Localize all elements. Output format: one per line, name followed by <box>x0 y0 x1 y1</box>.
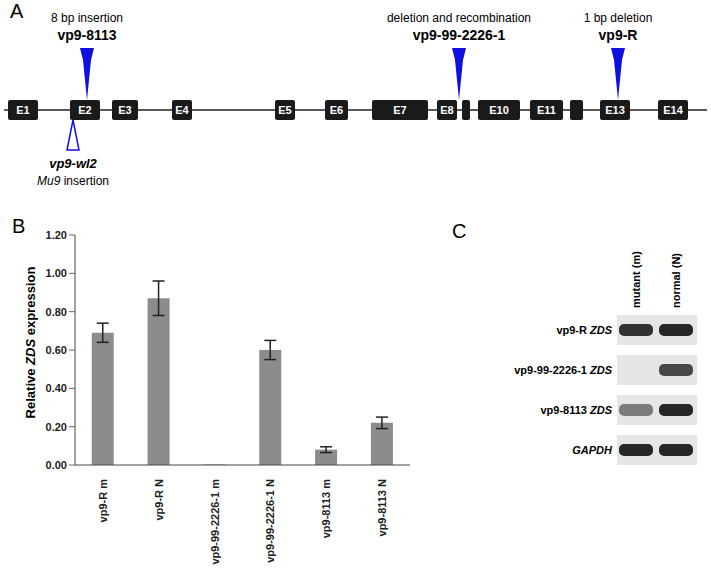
svg-text:0.00: 0.00 <box>46 459 67 471</box>
svg-text:vp9-99-2226-1: vp9-99-2226-1 <box>413 27 506 43</box>
svg-text:vp9-wl2: vp9-wl2 <box>49 156 97 171</box>
svg-text:vp9-99-2226-1 N: vp9-99-2226-1 N <box>264 479 276 563</box>
svg-text:vp9-8113 N: vp9-8113 N <box>376 479 388 537</box>
html-text:expression: expression <box>22 266 38 339</box>
svg-text:A: A <box>10 0 24 22</box>
svg-text:vp9-99-2226-1 m: vp9-99-2226-1 m <box>209 479 221 565</box>
svg-text:E8: E8 <box>440 104 453 116</box>
svg-text:E3: E3 <box>118 104 131 116</box>
svg-text:0.40: 0.40 <box>46 382 67 394</box>
svg-text:vp9-8113 ZDS: vp9-8113 ZDS <box>540 404 612 416</box>
svg-text:E13: E13 <box>605 104 625 116</box>
svg-text:1.00: 1.00 <box>46 267 67 279</box>
svg-text:mutant (m): mutant (m) <box>630 251 642 308</box>
svg-text:E6: E6 <box>330 104 343 116</box>
svg-text:vp9-8113 m: vp9-8113 m <box>320 479 332 539</box>
svg-text:vp9-99-2226-1 ZDS: vp9-99-2226-1 ZDS <box>514 364 612 376</box>
svg-text:8 bp insertion: 8 bp insertion <box>51 11 123 25</box>
svg-text:vp9-R m: vp9-R m <box>97 479 109 523</box>
svg-text:E10: E10 <box>489 104 509 116</box>
svg-text:1 bp deletion: 1 bp deletion <box>584 11 653 25</box>
svg-text:vp9-8113: vp9-8113 <box>57 27 116 43</box>
svg-text:Mu9 insertion: Mu9 insertion <box>37 174 109 188</box>
svg-text:E1: E1 <box>16 104 29 116</box>
svg-text:normal (N): normal (N) <box>670 253 682 308</box>
svg-text:E14: E14 <box>663 104 683 116</box>
svg-text:E2: E2 <box>78 104 91 116</box>
svg-text:E7: E7 <box>393 104 406 116</box>
svg-text:vp9-R ZDS: vp9-R ZDS <box>556 324 612 336</box>
svg-text:1.20: 1.20 <box>46 229 67 241</box>
svg-text:E5: E5 <box>278 104 291 116</box>
svg-text:E11: E11 <box>537 104 556 116</box>
html-text:B: B <box>12 215 26 237</box>
svg-text:0.60: 0.60 <box>46 344 67 356</box>
html-text:ZDS: ZDS <box>22 338 38 369</box>
svg-text:deletion and recombination: deletion and recombination <box>387 11 531 25</box>
svg-text:0.20: 0.20 <box>46 421 67 433</box>
html-text:Relative: Relative <box>22 368 38 419</box>
svg-text:E4: E4 <box>175 104 189 116</box>
svg-text:C: C <box>452 220 466 242</box>
svg-text:GAPDH: GAPDH <box>572 444 613 456</box>
svg-text:vp9-R: vp9-R <box>599 27 638 43</box>
svg-text:vp9-R N: vp9-R N <box>153 479 165 521</box>
svg-text:0.80: 0.80 <box>46 306 67 318</box>
